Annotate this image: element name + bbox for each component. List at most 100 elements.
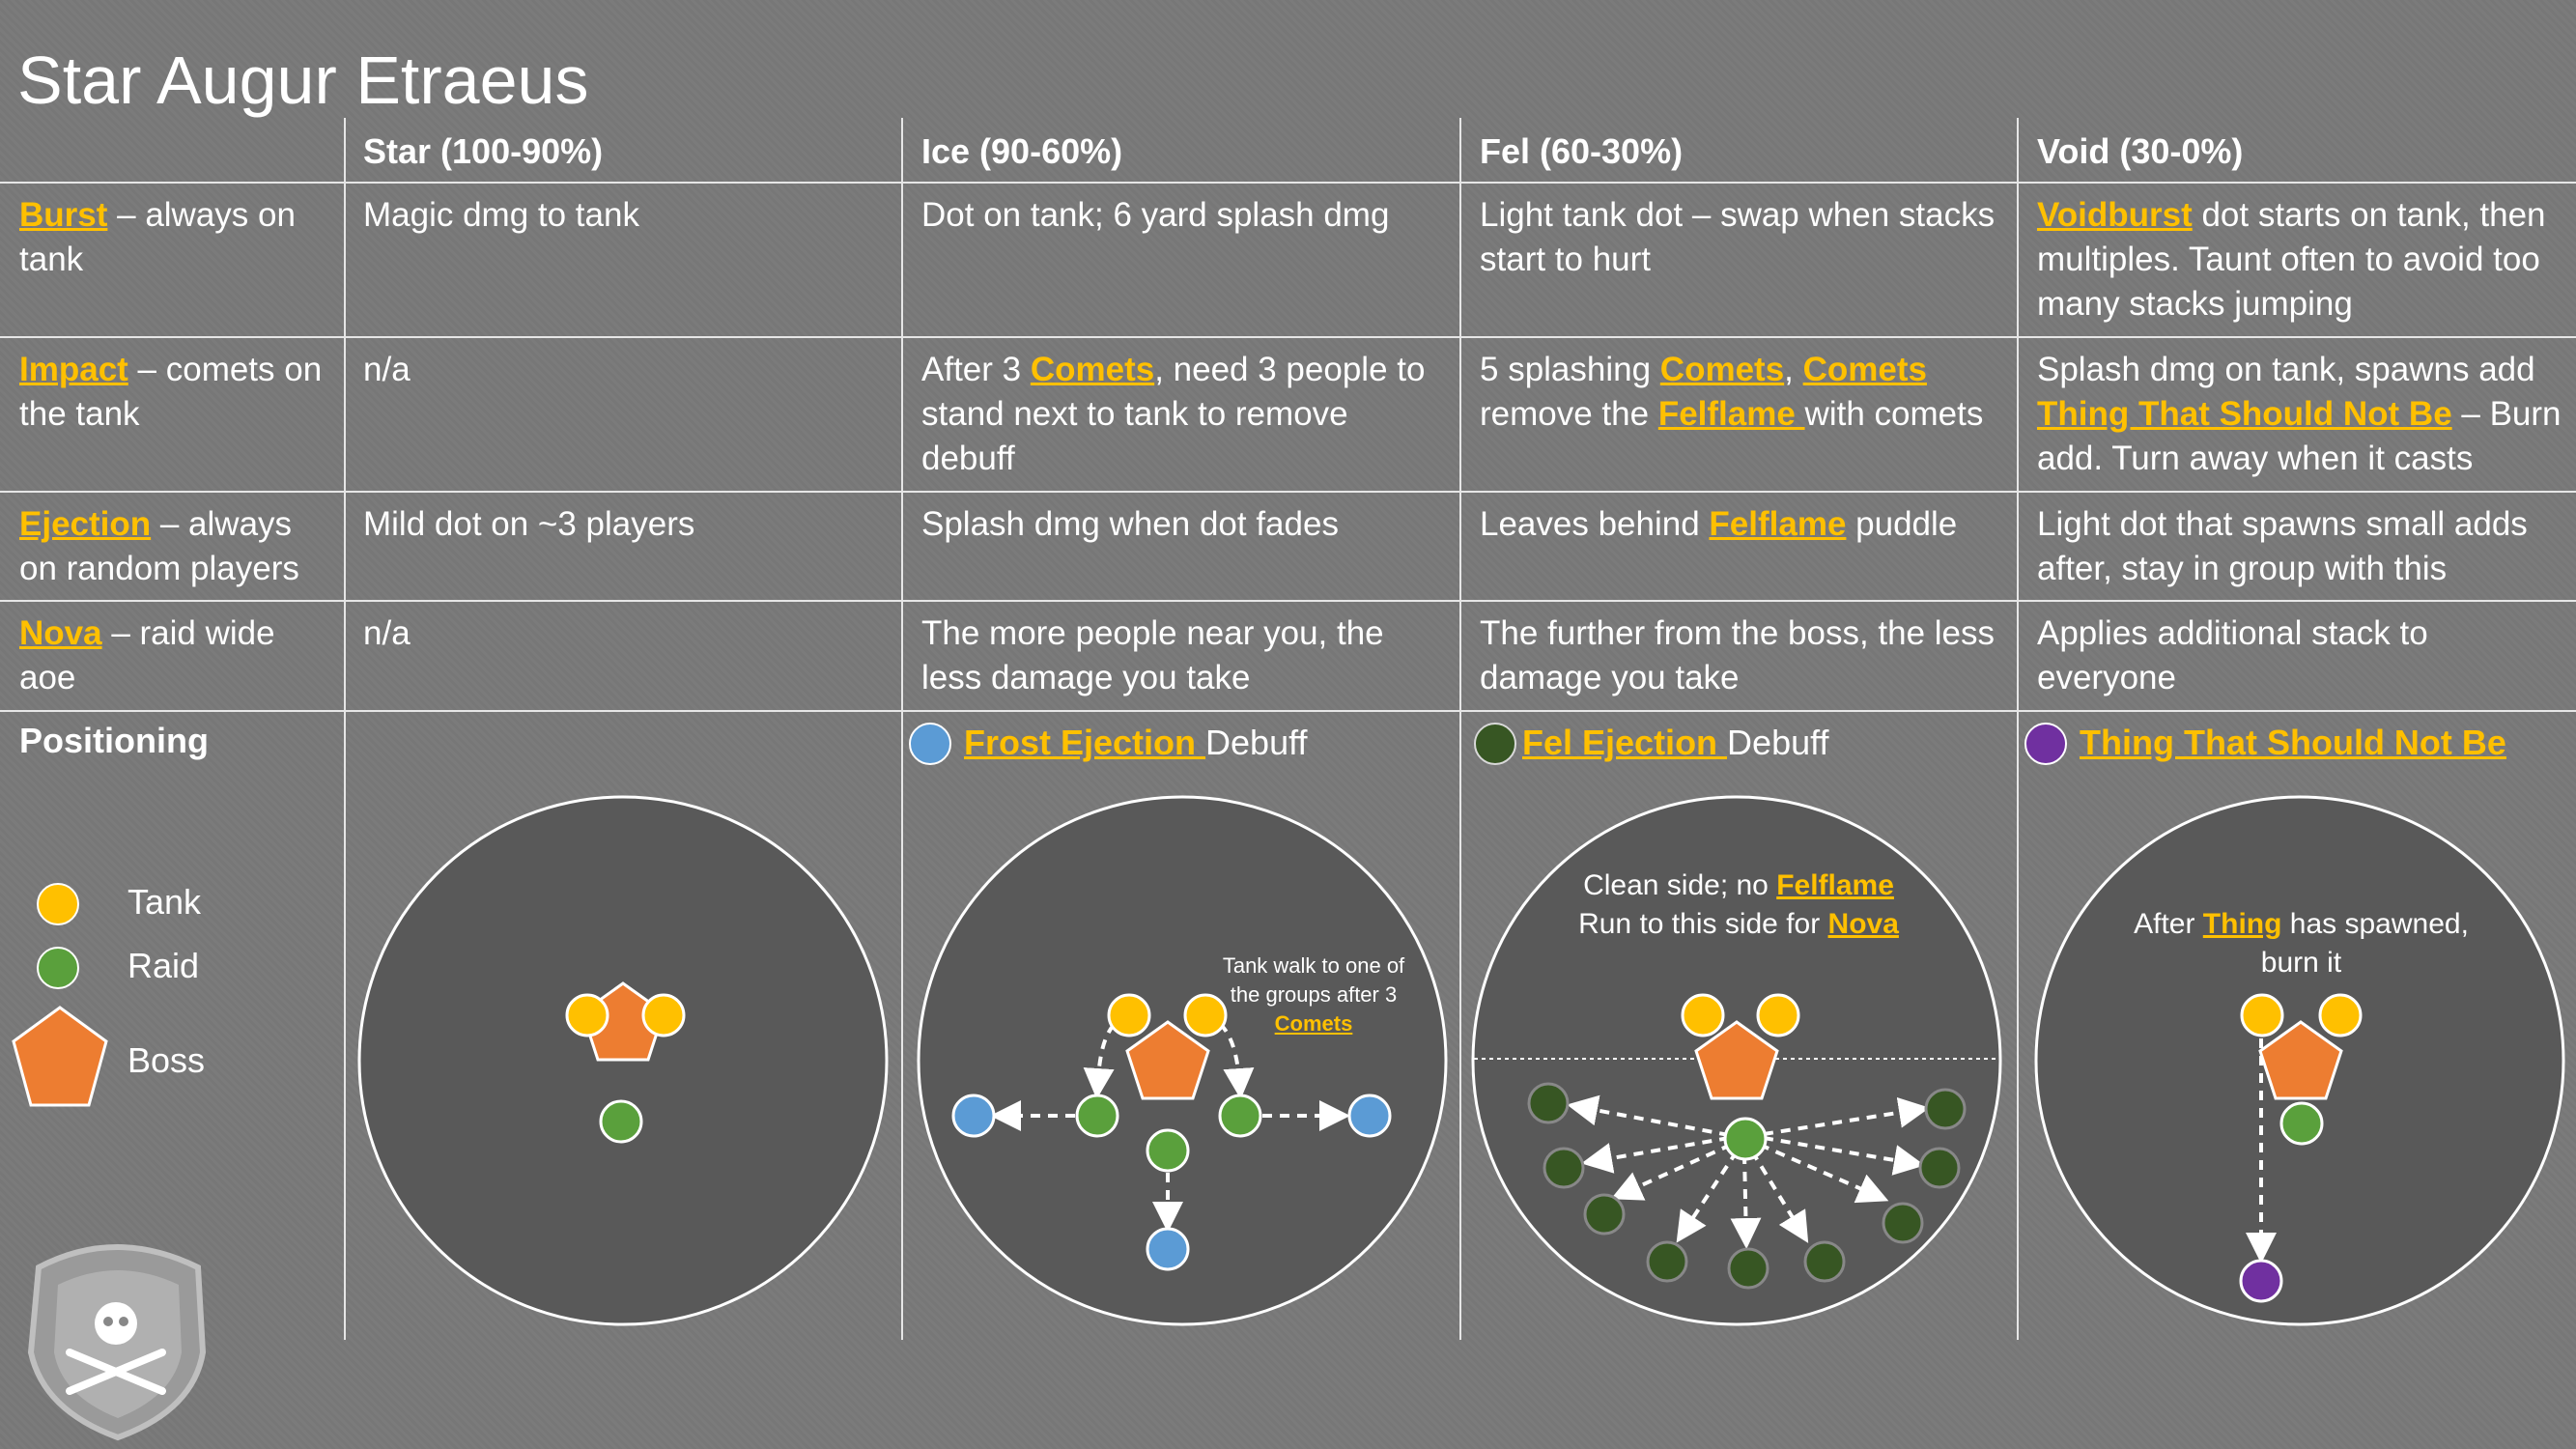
boss-pentagon-icon	[1694, 1020, 1779, 1100]
cell-burst-fel: Light tank dot – swap when stacks start …	[1480, 196, 1996, 278]
frost-marker	[1347, 1094, 1392, 1138]
fel-ejection-link[interactable]: Fel Ejection	[1522, 723, 1728, 762]
raid-marker	[2279, 1101, 2324, 1146]
tank-marker	[2240, 993, 2284, 1037]
row-divider	[0, 182, 2576, 184]
fel-marker	[1543, 1147, 1585, 1189]
cell-ejection-star: Mild dot on ~3 players	[363, 505, 695, 543]
fel-marker	[1583, 1193, 1626, 1236]
header-star: Star (100-90%)	[363, 131, 604, 171]
fel-note: Clean side; no Felflame Run to this side…	[1578, 869, 1899, 940]
fel-marker	[1803, 1240, 1846, 1283]
burst-link[interactable]: Burst	[19, 196, 108, 234]
dark-green-circle-icon	[1474, 723, 1516, 765]
row-divider	[0, 710, 2576, 712]
row-divider	[0, 491, 2576, 493]
row-divider	[0, 336, 2576, 338]
fel-marker	[1924, 1088, 1967, 1130]
felflame-link[interactable]: Felflame	[1709, 505, 1847, 543]
comets-link[interactable]: Comets	[1659, 351, 1785, 388]
ability-nova: Nova – raid wide aoe	[19, 614, 275, 696]
fel-marker	[1882, 1202, 1924, 1244]
column-divider	[901, 118, 903, 1340]
boss-pentagon-icon	[1125, 1020, 1210, 1100]
legend-raid: Raid	[127, 946, 200, 985]
frost-marker	[951, 1094, 996, 1138]
ability-burst: Burst – always on tank	[19, 196, 296, 278]
void-subheader: Thing That Should Not Be	[2080, 721, 2506, 765]
void-marker	[2239, 1259, 2283, 1303]
ability-impact: Impact – comets on the tank	[19, 351, 323, 433]
green-circle-icon	[37, 947, 79, 989]
cell-ejection-void: Light dot that spawns small adds after, …	[2037, 505, 2528, 587]
page-title: Star Augur Etraeus	[17, 43, 589, 118]
comets-link[interactable]: Comets	[1802, 351, 1927, 388]
legend-tank: Tank	[127, 882, 202, 922]
fel-marker	[1727, 1247, 1769, 1290]
cell-ejection-ice: Splash dmg when dot fades	[921, 505, 1339, 543]
raid-marker	[599, 1099, 643, 1144]
skull-shield-icon	[27, 1244, 207, 1441]
cell-ejection-fel: Leaves behind Felflame puddle	[1480, 505, 1958, 543]
tank-marker	[1107, 993, 1151, 1037]
raid-marker	[1146, 1128, 1190, 1173]
cell-burst-star: Magic dmg to tank	[363, 196, 639, 234]
tank-marker	[1183, 993, 1228, 1037]
nova-link[interactable]: Nova	[19, 614, 102, 652]
voidburst-link[interactable]: Voidburst	[2037, 196, 2193, 234]
comets-link[interactable]: Comets	[1274, 1011, 1353, 1036]
header-fel: Fel (60-30%)	[1480, 131, 1684, 171]
thing-link[interactable]: Thing	[2202, 908, 2282, 940]
cell-burst-ice: Dot on tank; 6 yard splash dmg	[921, 196, 1390, 234]
ability-ejection: Ejection – always on random players	[19, 505, 299, 587]
tank-marker	[1681, 993, 1725, 1037]
cell-nova-fel: The further from the boss, the less dama…	[1480, 614, 1996, 696]
comets-link[interactable]: Comets	[1030, 351, 1155, 388]
legend-boss: Boss	[127, 1040, 206, 1080]
fel-marker	[1646, 1240, 1688, 1283]
tank-marker	[641, 993, 686, 1037]
cell-burst-void: Voidburst dot starts on tank, then multi…	[2037, 196, 2546, 323]
cell-nova-ice: The more people near you, the less damag…	[921, 614, 1384, 696]
column-divider	[344, 118, 346, 1340]
fel-marker	[1527, 1082, 1570, 1124]
tank-marker	[2318, 993, 2363, 1037]
header-ice: Ice (90-60%)	[921, 131, 1123, 171]
cell-nova-void: Applies additional stack to everyone	[2037, 614, 2428, 696]
cell-impact-star: n/a	[363, 351, 410, 388]
impact-link[interactable]: Impact	[19, 351, 128, 388]
purple-circle-icon	[2024, 723, 2067, 765]
boss-pentagon-icon	[2258, 1020, 2343, 1100]
felflame-link[interactable]: Felflame	[1657, 395, 1805, 433]
raid-marker	[1723, 1117, 1768, 1161]
raid-marker	[1075, 1094, 1119, 1138]
yellow-circle-icon	[37, 883, 79, 925]
cell-nova-star: n/a	[363, 614, 410, 652]
fel-subheader: Fel Ejection Debuff	[1522, 723, 1829, 762]
felflame-link[interactable]: Felflame	[1776, 869, 1894, 901]
thing-link[interactable]: Thing That Should Not Be	[2080, 723, 2506, 762]
tank-marker	[565, 993, 609, 1037]
raid-marker	[1218, 1094, 1262, 1138]
ice-note: Tank walk to one of the groups after 3 Co…	[1222, 953, 1405, 1036]
thing-link[interactable]: Thing That Should Not Be	[2037, 395, 2452, 433]
frost-ejection-link[interactable]: Frost Ejection	[964, 723, 1206, 762]
header-void: Void (30-0%)	[2037, 131, 2244, 171]
tank-marker	[1756, 993, 1800, 1037]
nova-link[interactable]: Nova	[1827, 908, 1899, 940]
ice-subheader: Frost Ejection Debuff	[964, 723, 1308, 762]
column-divider	[1459, 118, 1461, 1340]
cell-impact-fel: 5 splashing Comets, Comets remove the Fe…	[1480, 351, 1984, 433]
frost-marker	[1146, 1227, 1190, 1271]
cell-impact-ice: After 3 Comets, need 3 people to stand n…	[921, 351, 1426, 477]
row-divider	[0, 600, 2576, 602]
ejection-link[interactable]: Ejection	[19, 505, 152, 543]
column-divider	[2017, 118, 2019, 1340]
blue-circle-icon	[909, 723, 951, 765]
positioning-label: Positioning	[19, 721, 209, 760]
void-note: After Thing has spawned, burn it	[2134, 908, 2469, 979]
orange-pentagon-icon	[12, 1006, 108, 1107]
fel-marker	[1918, 1147, 1961, 1189]
cell-impact-void: Splash dmg on tank, spawns add Thing Tha…	[2037, 351, 2562, 477]
